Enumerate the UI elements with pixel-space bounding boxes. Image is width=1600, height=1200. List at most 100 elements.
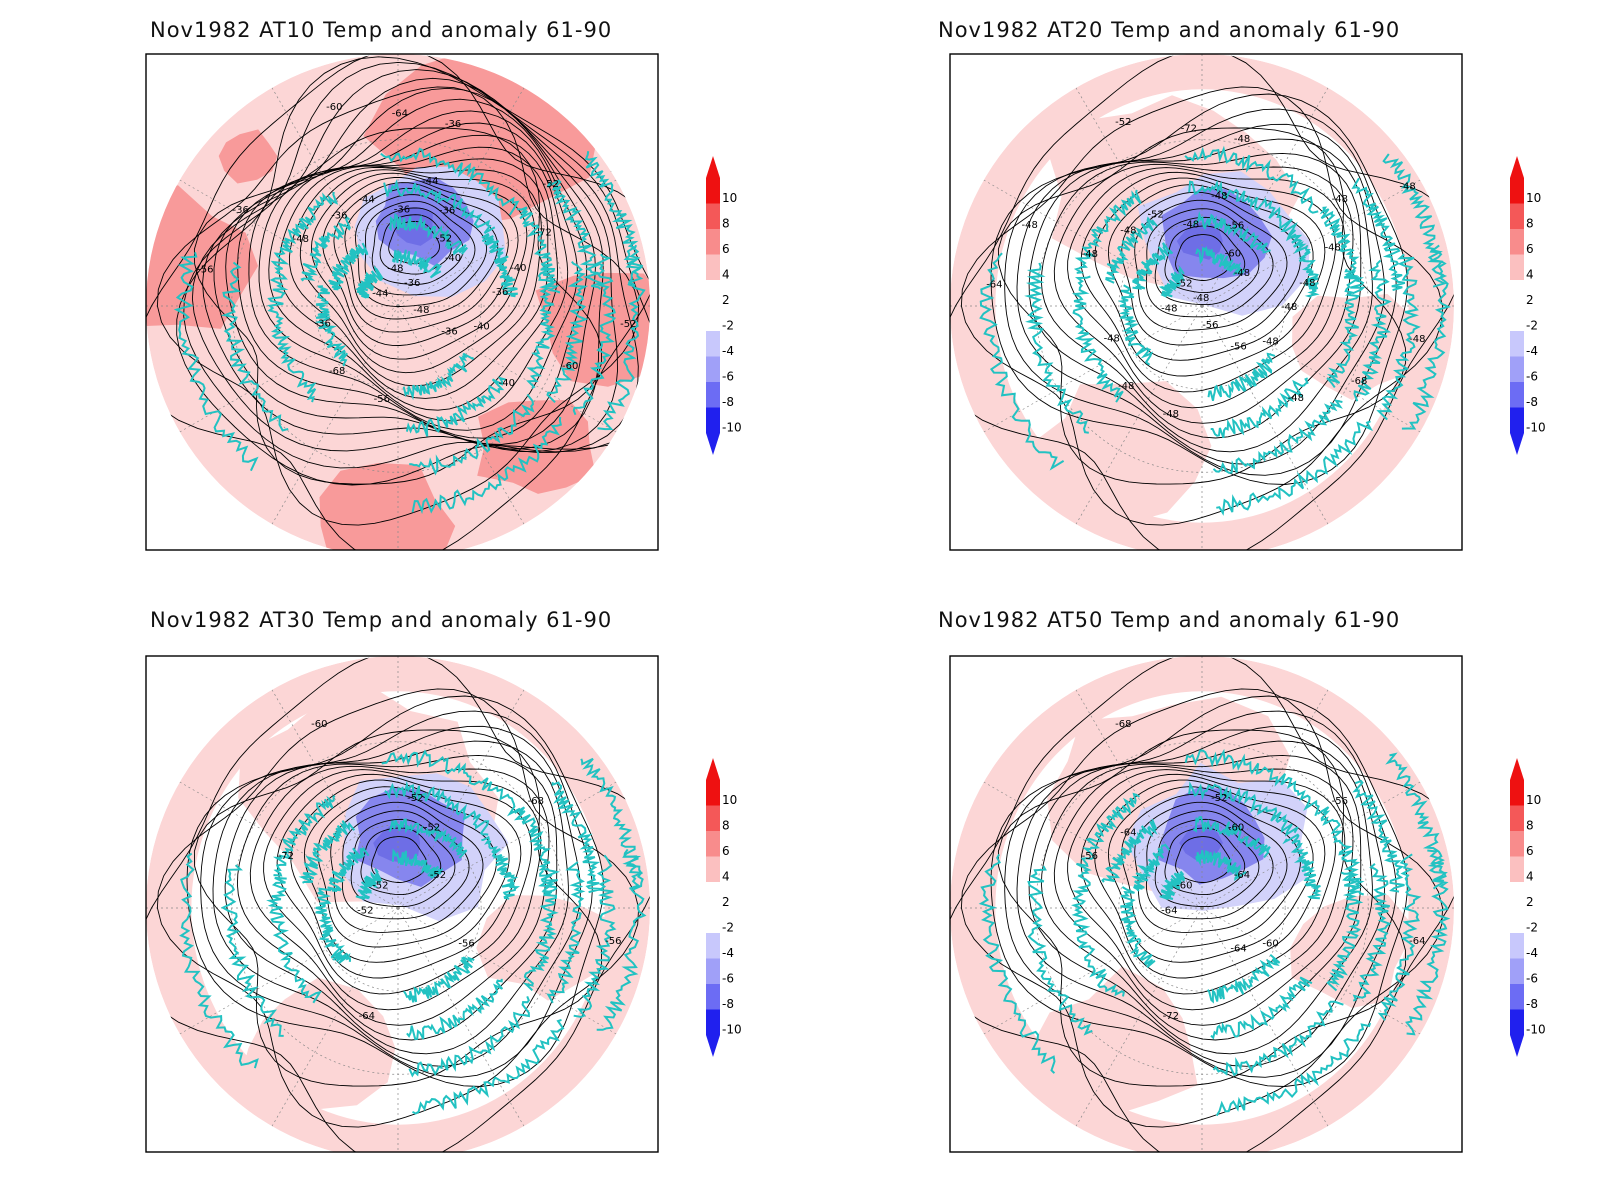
coastline-segment <box>481 232 518 298</box>
colorbar-label: -10 <box>1526 1023 1546 1037</box>
contour-line <box>212 725 581 1067</box>
coastline-segment <box>1405 849 1451 1036</box>
colorbar-label: -8 <box>722 395 734 409</box>
contour-label: -40 <box>510 263 526 274</box>
contour-line <box>288 166 542 387</box>
contour-line <box>258 134 569 422</box>
colorbar-label: -6 <box>722 972 734 986</box>
panel-title-at30: Nov1982 AT30 Temp and anomaly 61-90 <box>150 608 613 632</box>
contour-label: -52 <box>1211 793 1227 804</box>
colorbar-swatch <box>1510 254 1524 280</box>
colorbar-swatch <box>706 280 720 306</box>
coastline-segment <box>1376 253 1421 421</box>
coastline-segment <box>1212 1000 1344 1077</box>
coastline-segment <box>546 179 604 290</box>
colorbar-top-arrow <box>706 156 720 178</box>
contour-label: -36 <box>315 319 331 330</box>
meridian-line <box>1075 305 1203 525</box>
colorbar-label: -6 <box>1526 972 1538 986</box>
contour-label: -60 <box>1176 881 1192 892</box>
colorbar-swatch <box>1510 382 1524 408</box>
panel-title-at50: Nov1982 AT50 Temp and anomaly 61-90 <box>938 608 1401 632</box>
colorbar-label: 4 <box>722 268 730 282</box>
contour-label: -72 <box>278 851 294 862</box>
contour-line <box>990 695 1408 1087</box>
contour-line <box>176 56 650 486</box>
contour-label: -52 <box>1176 279 1192 290</box>
warm-anomaly-area <box>218 129 278 184</box>
colorbar-label: -4 <box>722 946 734 960</box>
coastline-segment <box>978 853 1056 1074</box>
cold-anomaly-core <box>1179 823 1223 860</box>
colorbar-4: 10 8 6 4 2 -2 -4 -6 -8 -10 <box>1510 758 1546 1057</box>
colorbar-swatch <box>706 984 720 1010</box>
coastline-segment <box>391 848 444 879</box>
contour-line <box>224 740 569 1055</box>
contour-label: -48 <box>1288 393 1304 404</box>
colorbar-swatch <box>706 203 720 229</box>
coastline-segment <box>408 996 530 1078</box>
panel-title-at10: Nov1982 AT10 Temp and anomaly 61-90 <box>150 18 613 42</box>
coastline-segment <box>1188 179 1298 237</box>
contour-label: -68 <box>528 796 544 807</box>
coastline-segment <box>979 252 1065 471</box>
contour-label: -40 <box>445 253 461 264</box>
graticule <box>146 656 650 1152</box>
coastline-segment <box>388 818 468 859</box>
contour-label: -56 <box>374 394 390 405</box>
colorbar-label: 6 <box>722 844 730 858</box>
colorbar-swatch <box>706 907 720 933</box>
contour-line <box>960 86 1444 526</box>
map-frame <box>949 53 1463 551</box>
coastline-segment <box>481 835 521 900</box>
colorbar-swatch <box>706 356 720 382</box>
colorbar-swatch <box>706 780 720 806</box>
coastline-segment <box>392 249 443 279</box>
colorbar-label: 4 <box>1526 870 1534 884</box>
coastline-segment <box>1382 153 1448 288</box>
panel-title-at20: Nov1982 AT20 Temp and anomaly 61-90 <box>938 18 1401 42</box>
contour-label: -56 <box>458 938 474 949</box>
contour-label: -48 <box>1234 134 1250 145</box>
contour-line <box>371 836 428 883</box>
meridian-line <box>271 305 399 525</box>
colorbar-label: 6 <box>1526 242 1534 256</box>
coastline-segment <box>355 265 384 299</box>
warm-anomaly-area <box>1028 381 1212 525</box>
contour-label: -48 <box>1409 334 1425 345</box>
meridian-line <box>397 179 617 307</box>
contour-label: -52 <box>372 881 388 892</box>
colorbar-top-arrow <box>706 758 720 780</box>
contour-line <box>1134 801 1288 933</box>
colorbar-label: 6 <box>722 242 730 256</box>
colorbar-swatch <box>706 407 720 433</box>
meridian-line <box>1075 907 1203 1127</box>
colorbar-label: 2 <box>1526 895 1534 909</box>
coastline-segment <box>1282 833 1322 900</box>
contour-label: -48 <box>1021 220 1037 231</box>
colorbar-swatch <box>1510 831 1524 857</box>
coastline-segment <box>584 151 644 288</box>
contour-line <box>1175 836 1232 883</box>
contour-line <box>237 110 588 439</box>
contour-label: -72 <box>1163 1011 1179 1022</box>
coastline-segment <box>1073 189 1142 274</box>
colorbar-bottom-arrow <box>1510 1035 1524 1057</box>
coastlines <box>979 145 1451 516</box>
colorbar-swatch <box>1510 958 1524 984</box>
latitude-circle <box>1118 222 1286 390</box>
coastline-segment <box>411 416 562 515</box>
contour-label: -64 <box>1409 936 1425 947</box>
contour-label: -48 <box>1262 336 1278 347</box>
colorbar-swatch <box>706 958 720 984</box>
contour-label: -36 <box>610 166 626 177</box>
contour-label: -48 <box>1120 226 1136 237</box>
meridian-line <box>983 907 1203 1035</box>
coastline-segment <box>1351 177 1406 292</box>
colorbar-swatch <box>1510 356 1524 382</box>
coastline-segment <box>300 214 351 282</box>
meridian-line <box>397 305 617 433</box>
colorbar-label: -10 <box>722 421 742 435</box>
coastline-segment <box>1071 275 1124 403</box>
colorbar-bottom-arrow <box>706 433 720 455</box>
